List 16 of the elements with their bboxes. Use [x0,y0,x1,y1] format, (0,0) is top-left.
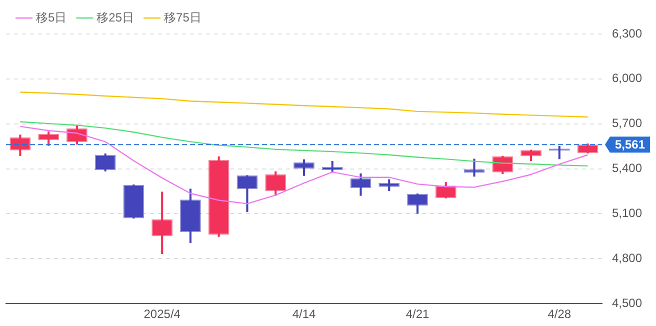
candlestick [464,158,485,177]
x-tick-label: 4/14 [292,307,316,322]
y-tick-label: 6,300 [612,26,642,40]
x-tick-label: 4/28 [548,307,572,322]
x-tick-label: 2025/4 [144,307,181,322]
y-tick-label: 5,700 [612,116,642,130]
y-tick-label: 4,800 [612,250,642,265]
y-tick-label: 4,500 [612,296,642,310]
legend-label: 移25日 [96,10,134,24]
y-tick-label: 5,100 [612,206,642,220]
legend-label: 移5日 [36,10,67,24]
ref-line-label: 5,561 [614,138,646,152]
y-tick-label: 5,400 [612,161,642,176]
legend-label: 移75日 [164,10,202,24]
x-tick-label: 4/21 [406,307,430,322]
y-tick-label: 6,000 [612,71,642,86]
